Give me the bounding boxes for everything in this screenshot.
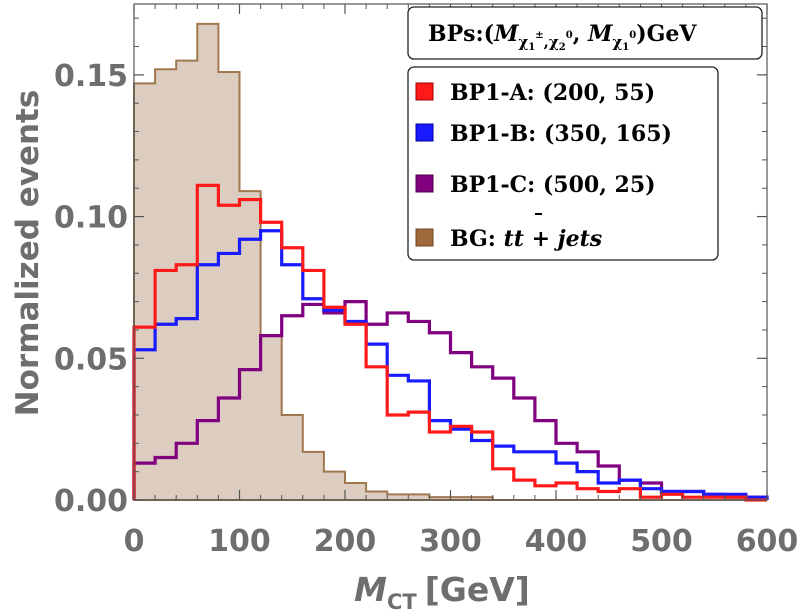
legend-swatch-bp1c — [415, 174, 434, 193]
legend: BP1-A: (200, 55) BP1-B: (350, 165) BP1-C… — [407, 66, 719, 261]
x-axis-title-unit: [GeV] — [425, 570, 530, 609]
legend-swatch-bp1b — [415, 123, 434, 142]
y-tick-label: 0.15 — [54, 59, 128, 94]
x-axis-title-symbol: M — [354, 570, 387, 609]
x-axis-title: MCT [GeV] — [354, 570, 530, 614]
legend-label-bp1a: BP1-A: (200, 55) — [450, 80, 655, 106]
legend-header-text: BPs:(Mχ1±,χ20, Mχ10)GeV — [428, 21, 697, 53]
legend-label-bg: BG: tt + jets — [450, 226, 602, 252]
y-axis-title: Normalized events — [10, 90, 46, 417]
legend-swatch-bp1a — [415, 82, 434, 101]
bp1c-histogram — [132, 300, 769, 500]
x-axis-title-subscript: CT — [387, 590, 417, 614]
legend-label-bp1c: BP1-C: (500, 25) — [450, 172, 656, 198]
x-tick-label: 200 — [314, 524, 377, 559]
signal-histograms-layer — [132, 183, 769, 502]
legend-label-bg-prefix: BG: — [450, 226, 504, 252]
legend-label-bg-tt: tt — [504, 226, 524, 252]
x-tick-label: 400 — [525, 524, 588, 559]
y-tick-label: 0.00 — [54, 484, 128, 519]
y-tick-label: 0.05 — [54, 342, 128, 377]
legend-box — [407, 66, 719, 261]
x-tick-label: 300 — [419, 524, 482, 559]
legend-label-bp1b: BP1-B: (350, 165) — [450, 121, 672, 147]
tick-labels: 0 100 200 300 400 500 600 0.00 0.05 0.10 0.15 — [54, 59, 798, 559]
x-tick-label: 0 — [124, 524, 145, 559]
bp1a-histogram — [132, 183, 767, 502]
y-tick-label: 0.10 — [54, 201, 128, 236]
legend-header-box — [407, 6, 763, 60]
x-tick-label: 100 — [208, 524, 271, 559]
legend-header: BPs:(Mχ1±,χ20, Mχ10)GeV — [407, 6, 763, 60]
legend-label-bg-suffix: + jets — [524, 226, 602, 252]
x-tick-label: 500 — [630, 524, 693, 559]
x-tick-label: 600 — [736, 524, 799, 559]
legend-swatch-bg — [415, 228, 434, 247]
